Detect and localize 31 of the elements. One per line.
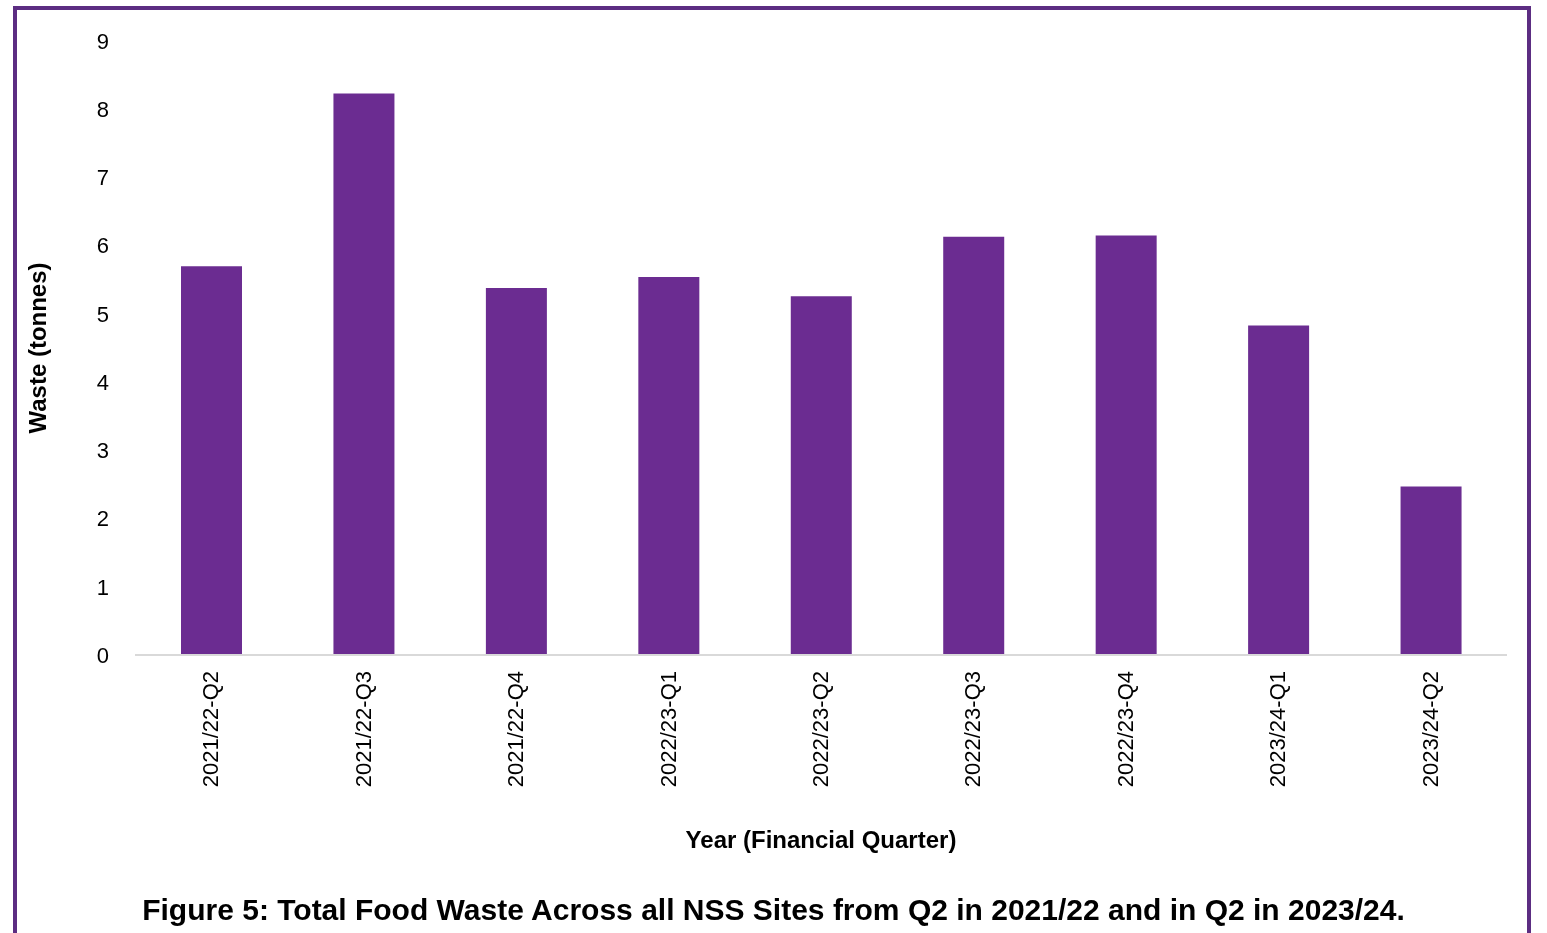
- x-tick-label: 2021/22-Q3: [350, 671, 376, 788]
- x-axis-title: Year (Financial Quarter): [685, 826, 957, 853]
- x-tick-label: 2022/23-Q2: [808, 671, 833, 788]
- bar: [181, 266, 242, 655]
- bar: [485, 287, 547, 655]
- x-tick-label: 2022/23-Q1: [655, 671, 681, 788]
- bar: [1248, 325, 1310, 655]
- y-tick-label: 9: [96, 28, 109, 54]
- y-tick-label: 6: [96, 233, 109, 259]
- x-tick-label: 2022/23-Q4: [1112, 671, 1138, 788]
- x-tick-label: 2021/22-Q4: [503, 671, 529, 788]
- x-tick-label: 2023/24-Q2: [1417, 671, 1443, 788]
- y-axis-title: Waste (tonnes): [23, 262, 51, 434]
- y-tick-label: 0: [96, 642, 109, 668]
- y-tick-label: 8: [96, 97, 109, 123]
- y-tick-label: 7: [96, 165, 109, 191]
- x-tick-label: 2022/23-Q3: [960, 671, 986, 788]
- bar: [1400, 486, 1462, 655]
- bar: [638, 277, 700, 655]
- y-tick-label: 1: [96, 574, 109, 600]
- bar: [790, 296, 852, 655]
- y-tick-label: 5: [96, 301, 109, 327]
- y-tick-label: 3: [96, 438, 109, 464]
- y-tick-label: 2: [96, 506, 109, 532]
- y-tick-label: 4: [96, 369, 109, 395]
- bar: [943, 236, 1005, 655]
- x-tick-label: 2023/24-Q1: [1265, 671, 1291, 788]
- text: Figure 5: Total Food Waste Across all NSS Sites from Q2 in 2021/22 and in Q2 in 2023/24.: [141, 893, 1406, 927]
- bar: [1095, 235, 1157, 655]
- bar: [333, 93, 395, 655]
- x-tick-label: 2021/22-Q2: [198, 671, 224, 788]
